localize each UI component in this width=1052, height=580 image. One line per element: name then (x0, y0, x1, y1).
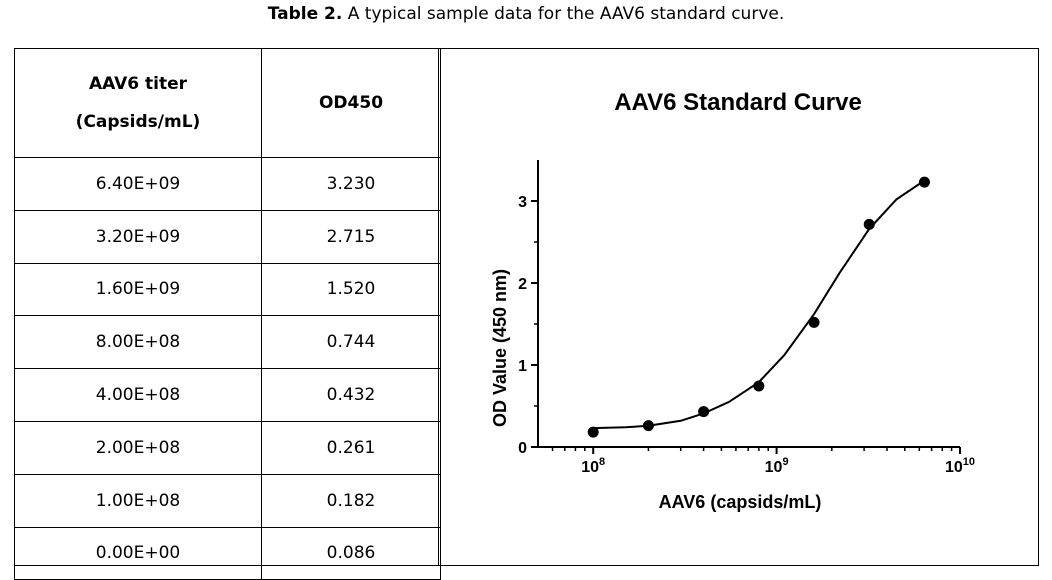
cell-titer: 1.60E+09 (14, 262, 262, 317)
table-row: 8.00E+08 0.744 (14, 315, 441, 370)
header-titer-line2: (Capsids/mL) (75, 112, 201, 132)
data-point (918, 176, 930, 188)
table-row: 1.00E+08 0.182 (14, 473, 441, 528)
cell-od: 2.715 (261, 209, 441, 264)
data-point (642, 420, 654, 432)
standard-curve-chart: AAV6 Standard Curve AAV6 (capsids/mL) OD… (490, 89, 975, 512)
data-point (587, 426, 599, 438)
cell-titer: 0.00E+00 (14, 526, 262, 580)
cell-titer: 6.40E+09 (14, 157, 262, 211)
x-tick-label: 109 (765, 456, 789, 476)
table-row: 3.20E+09 2.715 (14, 209, 441, 264)
y-axis-label: OD Value (450 nm) (490, 269, 510, 427)
header-titer: AAV6 titer (Capsids/mL) (14, 48, 262, 158)
data-point (698, 406, 710, 418)
data-points (587, 176, 930, 438)
x-tick-label: 108 (581, 456, 605, 476)
data-point (753, 380, 765, 392)
cell-od: 0.261 (261, 420, 441, 475)
data-point (808, 316, 820, 328)
cell-od: 3.230 (261, 157, 441, 211)
cell-od: 0.086 (261, 526, 441, 580)
data-table: AAV6 titer (Capsids/mL) OD450 6.40E+09 3.… (14, 48, 441, 580)
cell-titer: 4.00E+08 (14, 368, 262, 422)
x-tick-label: 1010 (945, 456, 975, 476)
table-row: 4.00E+08 0.432 (14, 368, 441, 422)
table-row: 0.00E+00 0.086 (14, 526, 441, 580)
data-point (863, 218, 875, 230)
caption-label: Table 2. (267, 4, 343, 24)
table-header-row: AAV6 titer (Capsids/mL) OD450 (14, 48, 441, 158)
chart-title: AAV6 Standard Curve (614, 89, 862, 116)
y-tick-label: 0 (518, 440, 527, 457)
cell-od: 0.744 (261, 315, 441, 370)
y-tick-label: 3 (518, 194, 527, 211)
y-tick-label: 2 (518, 276, 527, 293)
cell-od: 1.520 (261, 262, 441, 317)
y-tick-label: 1 (518, 358, 527, 375)
x-axis-label: AAV6 (capsids/mL) (659, 492, 822, 512)
cell-titer: 1.00E+08 (14, 473, 262, 528)
table-caption: Table 2. A typical sample data for the A… (0, 4, 1052, 24)
header-titer-line1: AAV6 titer (88, 74, 188, 94)
caption-text: A typical sample data for the AAV6 stand… (342, 4, 785, 24)
table-row: 6.40E+09 3.230 (14, 157, 441, 211)
header-od: OD450 (261, 48, 441, 158)
table-row: 2.00E+08 0.261 (14, 420, 441, 475)
cell-titer: 8.00E+08 (14, 315, 262, 370)
table-row: 1.60E+09 1.520 (14, 262, 441, 317)
table-chart-divider (438, 48, 439, 566)
cell-od: 0.182 (261, 473, 441, 528)
cell-titer: 3.20E+09 (14, 209, 262, 264)
chart-axes: 0 1 2 3 108 109 1010 (518, 160, 975, 476)
cell-od: 0.432 (261, 368, 441, 422)
cell-titer: 2.00E+08 (14, 420, 262, 475)
